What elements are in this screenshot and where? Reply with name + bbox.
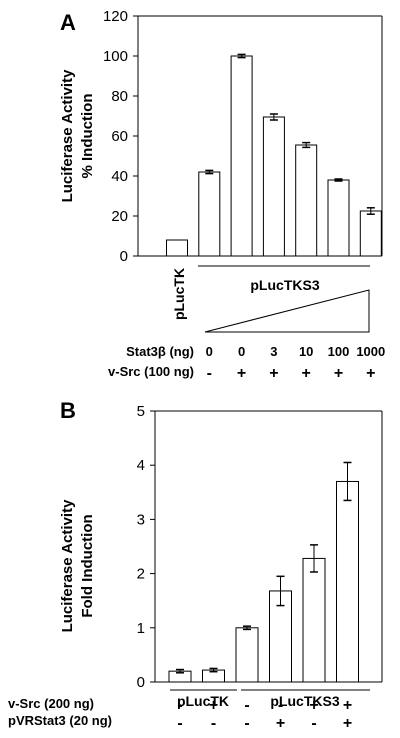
panel-b-vsrc-sign: + — [209, 697, 218, 714]
panel-b-letter: B — [60, 398, 76, 423]
panel-a-vsrc-sign: + — [237, 365, 246, 382]
panel-b-vsrc-sign: + — [343, 697, 352, 714]
panel-a-ytick-label: 20 — [111, 208, 128, 225]
panel-b-bar — [336, 480, 359, 683]
panel-b-pvrstat3-sign: - — [211, 715, 216, 732]
panel-a-ylabel-line1: Luciferase Activity — [59, 69, 76, 202]
panel-b-ytick-label: 0 — [137, 674, 145, 691]
panel-b-pvrstat3-sign: - — [311, 715, 316, 732]
panel-b-vsrc-sign: - — [278, 697, 283, 714]
panel-b-vsrc-sign: + — [309, 697, 318, 714]
panel-a-bar — [359, 210, 382, 257]
panel-a-bar — [295, 144, 318, 257]
panel-b-cond-vsrc: v-Src (200 ng) — [8, 696, 94, 711]
panel-a-ytick-label: 60 — [111, 128, 128, 145]
panel-b-axes — [154, 410, 383, 683]
panel-b-group-label-pluctk: pLucTK — [177, 693, 229, 709]
panel-b-conditions: - + - - + +- - - + - + — [177, 697, 352, 732]
panel-a-bar — [198, 171, 221, 257]
panel-b-bar — [302, 557, 326, 683]
panel-b-pvrstat3-sign: + — [276, 715, 285, 732]
panel-a-vsrc-sign: + — [302, 365, 311, 382]
panel-a-stat3-dose: 100 — [328, 344, 350, 359]
panel-a-bars — [166, 53, 382, 257]
panel-b-yticks: 0 1 2 3 4 5 — [137, 403, 155, 691]
panel-a-ytick-label: 40 — [111, 168, 128, 185]
panel-a-vsrc-sign: + — [366, 365, 375, 382]
panel-a-yticks: 0 20 40 60 80 100 120 — [103, 8, 138, 265]
panel-a-vsrc-sign: - — [207, 365, 212, 382]
panel-a-bar — [262, 116, 285, 257]
panel-a-vsrc-sign: + — [334, 365, 343, 382]
panel-a-conditions: 0 0 3 10 100 1000 - + + + + + — [206, 344, 386, 382]
panel-a-stat3-dose: 0 — [206, 344, 213, 359]
panel-a-cond-vsrc: v-Src (100 ng) — [108, 364, 194, 379]
panel-b-bars — [168, 461, 359, 683]
panel-b-vsrc-sign: - — [244, 697, 249, 714]
panel-a-vsrc-sign: + — [269, 365, 278, 382]
panel-b-ylabel-line1: Luciferase Activity — [59, 499, 76, 632]
panel-a-cond-stat3: Stat3β (ng) — [126, 344, 194, 359]
panel-a-stat3-dose: 1000 — [356, 344, 385, 359]
panel-a-ytick-label: 120 — [103, 8, 128, 25]
panel-a-letter: A — [60, 10, 76, 35]
panel-a-ytick-label: 80 — [111, 88, 128, 105]
panel-a-group-label-pluctk: pLucTK — [171, 268, 187, 320]
panel-b-pvrstat3-sign: - — [177, 715, 182, 732]
panel-a-ytick-label: 100 — [103, 48, 128, 65]
panel-b-ytick-label: 5 — [137, 403, 145, 420]
panel-a-bar — [230, 55, 253, 257]
panel-a-ytick-label: 0 — [120, 248, 128, 265]
panel-b-bar — [235, 627, 259, 683]
panel-a-ylabel-line2: % Induction — [79, 94, 96, 179]
panel-b-vsrc-sign: - — [177, 697, 182, 714]
panel-b-ytick-label: 3 — [137, 511, 145, 528]
panel-a-dose-wedge — [204, 289, 370, 333]
panel-a-bar — [327, 179, 350, 257]
panel-a-stat3-dose: 10 — [299, 344, 313, 359]
panel-b-ytick-label: 1 — [137, 620, 145, 637]
panel-a-group-label-pluctks3: pLucTKS3 — [250, 277, 319, 293]
panel-b-cond-pvrstat3: pVRStat3 (20 ng) — [8, 713, 112, 728]
panel-b-group-label-pluctks3: pLucTKS3 — [270, 693, 339, 709]
panel-b-ytick-label: 4 — [137, 457, 145, 474]
panel-a-bar — [166, 239, 188, 257]
panel-b-ytick-label: 2 — [137, 566, 145, 583]
panel-b-ylabel-line2: Fold Induction — [79, 514, 96, 617]
panel-b-pvrstat3-sign: - — [244, 715, 249, 732]
panel-b-pvrstat3-sign: + — [343, 715, 352, 732]
panel-a-stat3-dose: 3 — [270, 344, 277, 359]
panel-a-stat3-dose: 0 — [238, 344, 245, 359]
